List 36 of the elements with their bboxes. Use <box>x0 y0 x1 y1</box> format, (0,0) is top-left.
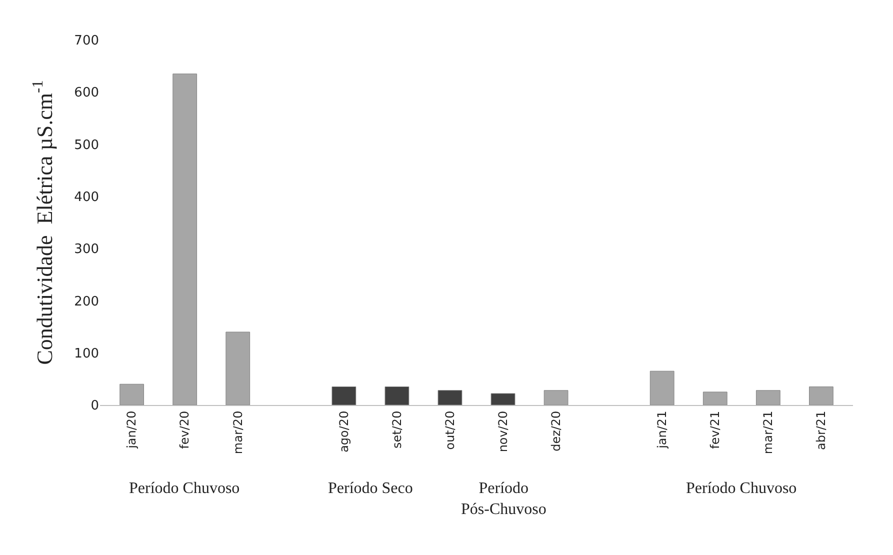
x-tick-label: abr/21 <box>814 410 828 450</box>
bar <box>490 393 516 405</box>
bar <box>702 392 728 405</box>
x-tick-label: jan/21 <box>655 410 669 450</box>
x-tick-label: fev/20 <box>178 410 192 449</box>
bar <box>172 74 198 405</box>
y-tick-label: 400 <box>74 190 99 205</box>
x-tick-label: dez/20 <box>548 410 563 452</box>
x-tick-label: ago/20 <box>336 410 351 452</box>
x-tick-label: mar/21 <box>761 410 776 454</box>
bar <box>756 390 780 405</box>
text: Período Chuvoso <box>686 480 797 497</box>
text: Período Seco <box>328 480 413 497</box>
text: Período Pós-Chuvoso <box>461 480 546 518</box>
bar <box>809 386 834 405</box>
bar <box>120 384 144 405</box>
y-tick-label: 200 <box>74 294 99 310</box>
y-tick-label: 300 <box>74 242 99 258</box>
x-tick-label: nov/20 <box>496 410 510 452</box>
y-tick-label: 0 <box>90 398 99 414</box>
text: Período Chuvoso <box>129 480 240 497</box>
y-tick-label: 500 <box>74 138 99 153</box>
x-tick-label: mar/20 <box>230 410 245 454</box>
bar <box>544 390 568 405</box>
x-tick-label: out/20 <box>442 410 457 450</box>
x-tick-label: set/20 <box>390 410 404 448</box>
bar <box>332 386 356 405</box>
y-tick-label: 700 <box>74 34 99 49</box>
bar <box>650 370 674 405</box>
x-tick-label: jan/20 <box>124 410 139 450</box>
bar <box>438 390 462 405</box>
x-tick-label: fev/21 <box>708 410 722 449</box>
y-tick-label: 100 <box>74 346 99 362</box>
y-tick-label: 600 <box>74 86 99 101</box>
bar <box>384 386 410 405</box>
bar <box>226 332 250 405</box>
